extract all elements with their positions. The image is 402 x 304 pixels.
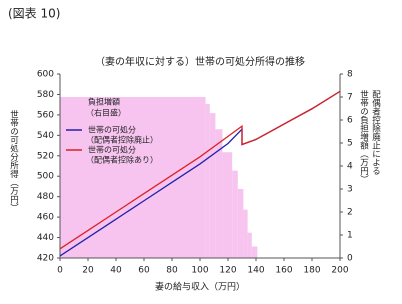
y2-tick-label: 2 — [347, 208, 353, 218]
y2-tick-label: 6 — [347, 116, 353, 126]
legend-label: 世帯の可処分 — [88, 145, 136, 155]
legend-label: 負担増額 — [88, 97, 120, 107]
x-tick-label: 120 — [219, 266, 236, 276]
area-step — [251, 246, 258, 258]
y2-tick-label: 0 — [347, 254, 353, 264]
x-tick-label: 200 — [331, 266, 348, 276]
x-tick-label: 60 — [138, 266, 150, 276]
figure-label: (図表 10) — [8, 7, 60, 21]
legend-swatch — [66, 98, 82, 106]
y-axis-label: 世帯の可処分所得（万円） — [9, 109, 19, 212]
chart-title: （妻の年収に対する）世帯の可処分所得の推移 — [95, 55, 305, 68]
legend-label: （配偶者控除廃止） — [86, 135, 158, 145]
y-tick-label: 460 — [37, 213, 54, 223]
y-tick-label: 540 — [37, 131, 54, 141]
y-tick-label: 500 — [37, 172, 54, 182]
area-step — [60, 97, 206, 258]
legend-label: （右目盛） — [86, 108, 126, 118]
x-tick-label: 40 — [110, 266, 122, 276]
x-tick-label: 100 — [191, 266, 208, 276]
y2-tick-label: 3 — [347, 185, 353, 195]
y-tick-label: 580 — [37, 90, 54, 100]
y2-tick-label: 8 — [347, 70, 353, 80]
y-tick-label: 440 — [37, 233, 54, 243]
y2-tick-label: 1 — [347, 231, 353, 241]
area-step — [205, 103, 210, 259]
x-tick-label: 20 — [82, 266, 94, 276]
area-step — [243, 209, 248, 258]
x-tick-label: 140 — [247, 266, 264, 276]
legend-label: （配偶者控除あり） — [86, 155, 158, 165]
y2-tick-label: 7 — [347, 93, 353, 103]
y-tick-label: 520 — [37, 151, 54, 161]
area-step — [232, 170, 238, 258]
y-tick-label: 600 — [37, 70, 54, 80]
area-step — [237, 189, 244, 258]
area-step — [209, 113, 216, 258]
x-tick-label: 0 — [57, 266, 63, 276]
x-tick-label: 180 — [303, 266, 320, 276]
x-tick-label: 160 — [275, 266, 292, 276]
y-tick-label: 480 — [37, 192, 54, 202]
legend-label: 世帯の可処分 — [88, 125, 136, 135]
area-step — [222, 152, 233, 258]
y2-tick-label: 4 — [347, 162, 353, 172]
y2-axis-label: 世帯の負担増額（万円） — [359, 89, 369, 183]
y2-axis-label: 配偶者控除廃止による — [371, 90, 381, 175]
x-axis-label: 妻の給与収入（万円） — [155, 281, 245, 293]
x-tick-label: 80 — [166, 266, 178, 276]
y2-tick-label: 5 — [347, 139, 353, 149]
y-tick-label: 560 — [37, 110, 54, 120]
series-line — [59, 90, 341, 250]
y-tick-label: 420 — [37, 254, 54, 264]
area-step — [247, 232, 252, 258]
area-step — [215, 129, 223, 258]
